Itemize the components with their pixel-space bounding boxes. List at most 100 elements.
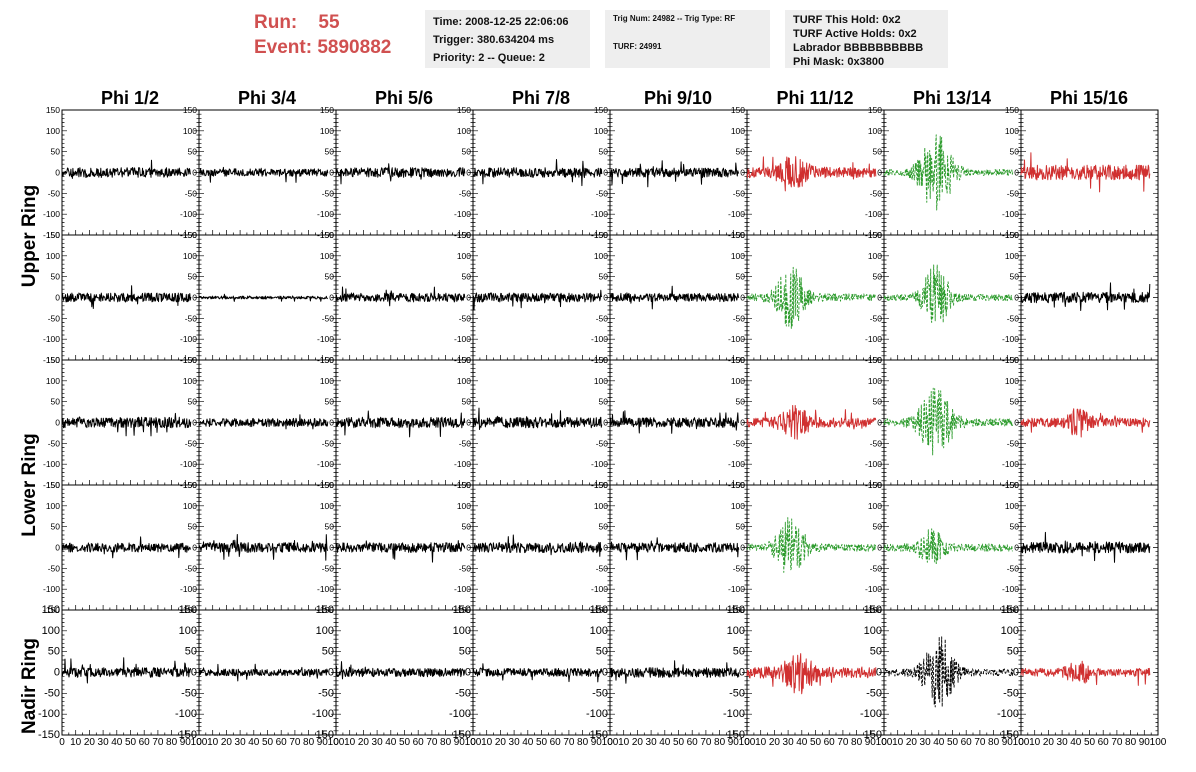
x-tick-label-c7-1: 10 [1029, 737, 1041, 748]
y-tick-label-r1-c3-1: -100 [454, 334, 471, 344]
y-tick-label-r4-c3-0: -150 [449, 729, 471, 741]
y-tick-label-r4-c4-4: 50 [596, 646, 608, 658]
x-tick-label-c6-7: 70 [974, 737, 986, 748]
y-tick-label-r1-c5-3: 0 [740, 293, 745, 303]
y-tick-label-r4-c4-2: -50 [592, 687, 608, 699]
x-tick-label-c0-6: 60 [139, 737, 151, 748]
x-tick-label-c1-7: 70 [289, 737, 301, 748]
y-tick-label-r0-c6-3: 0 [877, 168, 882, 178]
trace-r0-c6 [883, 134, 1014, 211]
y-tick-label-r0-c0-2: -50 [48, 188, 61, 198]
y-tick-label-r1-c4-3: 0 [603, 293, 608, 303]
x-tick-label-c7-10: 100 [1150, 737, 1167, 748]
y-tick-label-r2-c6-4: 50 [873, 397, 883, 407]
y-tick-label-r1-c7-5: 100 [1005, 251, 1019, 261]
y-tick-label-r0-c3-0: -150 [454, 230, 471, 240]
trace-r1-c6 [883, 264, 1014, 324]
x-tick-label-c1-0: 0 [196, 737, 202, 748]
x-tick-label-c3-0: 0 [470, 737, 476, 748]
column-header-phi-11-12: Phi 11/12 [776, 88, 854, 108]
y-tick-label-r0-c3-4: 50 [462, 147, 472, 157]
y-tick-label-r2-c7-1: -100 [1002, 459, 1019, 469]
x-tick-label-c4-4: 40 [659, 737, 671, 748]
column-header-phi-3-4: Phi 3/4 [237, 88, 297, 108]
y-tick-label-r1-c2-0: -150 [317, 355, 334, 365]
y-tick-label-r4-c1-3: 0 [191, 667, 197, 679]
trace-r0-c0 [61, 159, 191, 179]
y-tick-label-r1-c3-4: 50 [462, 272, 472, 282]
y-tick-label-r1-c0-0: -150 [43, 355, 60, 365]
y-tick-label-r2-c0-1: -100 [43, 459, 60, 469]
y-tick-label-r3-c0-4: 50 [51, 522, 61, 532]
y-tick-label-r3-c6-4: 50 [873, 522, 883, 532]
trace-r2-c5 [746, 405, 877, 440]
x-tick-label-c5-3: 30 [783, 737, 795, 748]
x-tick-label-c6-10: 100 [1013, 737, 1030, 748]
x-tick-label-c1-3: 30 [235, 737, 247, 748]
run-row: Run: 55 [254, 10, 391, 35]
y-tick-label-r0-c0-6: 150 [46, 105, 60, 115]
y-tick-label-r2-c0-0: -150 [43, 480, 60, 490]
y-tick-label-r0-c0-1: -100 [43, 209, 60, 219]
y-tick-label-r2-c5-1: -100 [728, 459, 745, 469]
trace-r0-c2 [335, 163, 466, 185]
y-tick-label-r3-c4-1: -100 [591, 584, 608, 594]
y-tick-label-r2-c6-0: -150 [865, 480, 882, 490]
y-tick-label-r0-c5-6: 150 [731, 105, 745, 115]
y-tick-label-r0-c6-0: -150 [865, 230, 882, 240]
y-tick-label-r1-c1-5: 100 [183, 251, 197, 261]
trace-r2-c0 [61, 412, 192, 437]
y-tick-label-r1-c0-4: 50 [51, 272, 61, 282]
x-tick-label-c7-5: 50 [1084, 737, 1096, 748]
x-tick-label-c5-4: 40 [796, 737, 808, 748]
y-tick-label-r2-c5-2: -50 [733, 438, 746, 448]
x-tick-label-c7-8: 80 [1125, 737, 1137, 748]
y-tick-label-r4-c0-0: -150 [38, 729, 60, 741]
y-tick-label-r3-c3-4: 50 [462, 522, 472, 532]
y-tick-label-r0-c4-0: -150 [591, 230, 608, 240]
y-tick-label-r0-c2-1: -100 [317, 209, 334, 219]
y-tick-label-r4-c7-5: 100 [1001, 625, 1019, 637]
panel-ticks-r4-c4 [609, 609, 748, 736]
y-tick-label-r2-c0-5: 100 [46, 376, 60, 386]
x-tick-label-c4-1: 10 [618, 737, 630, 748]
y-tick-label-r4-c5-1: -100 [723, 708, 745, 720]
y-tick-label-r2-c6-5: 100 [868, 376, 882, 386]
x-tick-label-c5-0: 0 [744, 737, 750, 748]
y-tick-label-r2-c4-1: -100 [591, 459, 608, 469]
y-tick-label-r3-c3-5: 100 [457, 501, 471, 511]
y-tick-label-r1-c3-0: -150 [454, 355, 471, 365]
y-tick-label-r1-c7-2: -50 [1007, 313, 1020, 323]
y-tick-label-r4-c2-0: -150 [312, 729, 334, 741]
x-tick-label-c4-0: 0 [607, 737, 613, 748]
trig-num-box: Trig Num: 24982 -- Trig Type: RF TURF: 2… [605, 10, 770, 68]
x-tick-label-c1-8: 80 [303, 737, 315, 748]
x-tick-label-c3-1: 10 [481, 737, 493, 748]
y-tick-label-r4-c7-2: -50 [1003, 687, 1019, 699]
y-tick-label-r4-c6-6: 150 [864, 604, 882, 616]
y-tick-label-r1-c2-3: 0 [329, 293, 334, 303]
y-tick-label-r0-c1-4: 50 [188, 147, 198, 157]
trace-r0-c5 [746, 156, 877, 192]
y-tick-label-r4-c2-4: 50 [322, 646, 334, 658]
y-tick-label-r3-c0-1: -100 [43, 584, 60, 594]
panel-ticks-r4-c0 [61, 609, 200, 736]
trace-r4-c3 [472, 663, 603, 683]
x-tick-label-c7-6: 60 [1098, 737, 1110, 748]
y-tick-label-r4-c0-2: -50 [44, 687, 60, 699]
x-tick-label-c0-9: 90 [180, 737, 192, 748]
y-tick-label-r4-c2-2: -50 [318, 687, 334, 699]
y-tick-label-r2-c5-6: 150 [731, 355, 745, 365]
y-tick-label-r2-c7-3: 0 [1014, 418, 1019, 428]
y-tick-label-r2-c3-3: 0 [466, 418, 471, 428]
x-tick-label-c3-6: 60 [550, 737, 562, 748]
trace-r2-c3 [472, 407, 603, 430]
y-tick-label-r4-c5-3: 0 [739, 667, 745, 679]
y-tick-label-r0-c3-3: 0 [466, 168, 471, 178]
y-tick-label-r3-c3-1: -100 [454, 584, 471, 594]
y-tick-label-r4-c4-1: -100 [586, 708, 608, 720]
y-tick-label-r1-c6-6: 150 [868, 230, 882, 240]
x-tick-label-c6-6: 60 [961, 737, 973, 748]
y-tick-label-r3-c3-0: -150 [454, 605, 471, 615]
y-tick-label-r2-c4-6: 150 [594, 355, 608, 365]
